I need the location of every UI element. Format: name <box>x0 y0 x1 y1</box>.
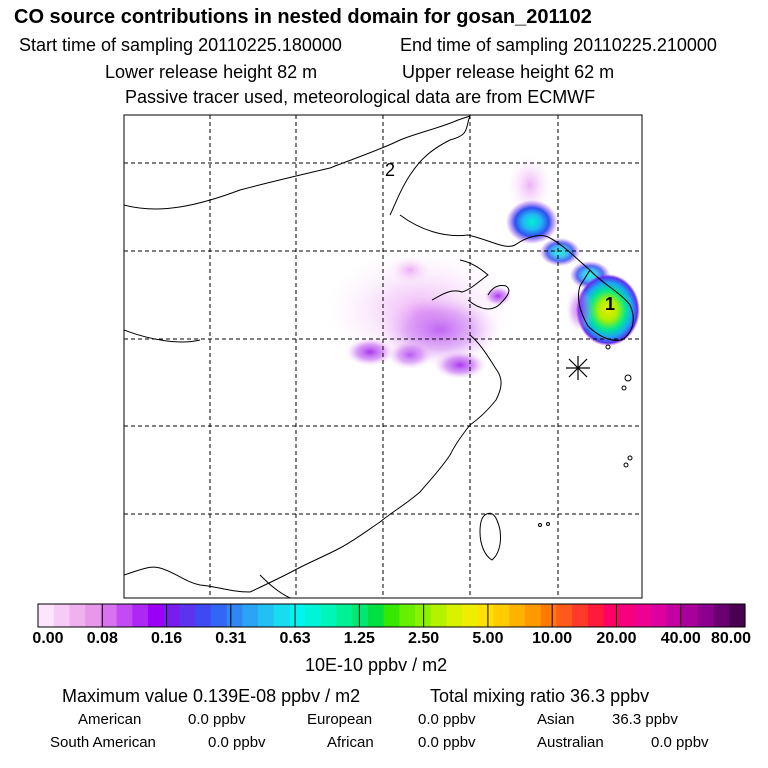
colorbar-swatch <box>587 604 605 627</box>
colorbar-tick-label: 0.16 <box>150 630 183 647</box>
colorbar-tick-label: 5.00 <box>472 630 504 647</box>
colorbar-swatch <box>540 604 558 627</box>
maximum-value: Maximum value 0.139E-08 ppbv / m2 <box>62 686 361 706</box>
colorbar-tick-label: 40.00 <box>660 630 701 647</box>
colorbar-swatch <box>713 604 730 627</box>
lower-release-height-label: Lower release height 82 m <box>105 62 318 82</box>
colorbar-swatch <box>289 604 306 627</box>
source-african-value: 0.0 ppbv <box>418 734 476 751</box>
colorbar-tick-label: 2.50 <box>408 630 440 647</box>
colorbar-swatch <box>367 604 385 627</box>
colorbar-swatch <box>556 604 573 627</box>
colorbar-swatch <box>666 604 683 627</box>
plot-title: CO source contributions in nested domain… <box>14 6 592 28</box>
start-time-label: Start time of sampling 20110225.180000 <box>19 35 342 55</box>
colorbar-swatch <box>210 604 228 627</box>
source-asian-label: Asian <box>537 711 575 728</box>
colorbar-swatch <box>147 604 165 627</box>
colorbar-swatch <box>352 604 369 627</box>
colorbar-swatch <box>85 604 102 627</box>
colorbar-tick-label: 0.63 <box>279 630 311 647</box>
colorbar-tick-label: 1.25 <box>343 630 375 647</box>
colorbar-swatch <box>399 604 416 627</box>
source-australian-value: 0.0 ppbv <box>651 734 709 751</box>
colorbar-swatch <box>273 604 290 627</box>
source-asian-value: 36.3 ppbv <box>612 711 678 728</box>
source-south-american-label: South American <box>50 734 156 751</box>
colorbar-swatch <box>650 604 668 627</box>
colorbar-swatch <box>320 604 338 627</box>
colorbar-swatch <box>336 604 353 627</box>
colorbar-swatch <box>242 604 259 627</box>
colorbar-tick-label: 10.00 <box>532 630 573 647</box>
passive-tracer-note: Passive tracer used, meteorological data… <box>125 87 596 107</box>
colorbar-tick-label: 80.00 <box>710 630 752 647</box>
total-mixing-ratio: Total mixing ratio 36.3 ppbv <box>430 686 650 706</box>
colorbar-outline <box>37 603 746 628</box>
colorbar-swatch <box>383 604 400 627</box>
colorbar-swatch <box>257 604 275 627</box>
asterisk-icon <box>566 356 590 380</box>
colorbar-swatch <box>603 604 620 627</box>
source-australian-label: Australian <box>537 734 604 751</box>
colorbar-swatch <box>477 604 495 627</box>
source-american-label: American <box>78 711 142 728</box>
colorbar-swatch <box>179 604 196 627</box>
colorbar-swatch <box>729 604 746 627</box>
colorbar-swatch <box>116 604 133 627</box>
colorbar-swatch <box>619 604 636 627</box>
colorbar-swatch <box>697 604 715 627</box>
colorbar-unit: 10E-10 ppbv / m2 <box>305 655 448 675</box>
colorbar-swatch <box>132 604 149 627</box>
colorbar-swatch <box>195 604 212 627</box>
colorbar-swatch <box>305 604 322 627</box>
colorbar <box>37 603 746 628</box>
colorbar-tick-label: 0.31 <box>215 630 247 647</box>
colorbar-swatch <box>430 604 448 627</box>
colorbar-swatch <box>53 604 71 627</box>
colorbar-tick-label: 20.00 <box>596 630 637 647</box>
colorbar-swatch <box>572 604 589 627</box>
end-time-label: End time of sampling 20110225.210000 <box>400 35 717 55</box>
colorbar-swatch <box>69 604 86 627</box>
colorbar-swatch <box>226 604 243 627</box>
source-african-label: African <box>327 734 374 751</box>
colorbar-swatch <box>100 604 118 627</box>
graticule <box>124 115 642 598</box>
receptor-marker-1: 1 <box>605 294 615 314</box>
colorbar-swatch <box>509 604 526 627</box>
colorbar-swatch <box>682 604 699 627</box>
colorbar-swatch <box>163 604 180 627</box>
source-european-label: European <box>307 711 373 728</box>
colorbar-swatch <box>38 604 55 627</box>
source-south-american-value: 0.0 ppbv <box>208 734 266 751</box>
colorbar-swatch <box>525 604 542 627</box>
colorbar-tick-label: 0.08 <box>86 630 118 647</box>
colorbar-swatch <box>446 604 463 627</box>
marker-2: 2 <box>385 160 395 180</box>
source-american-value: 0.0 ppbv <box>188 711 246 728</box>
colorbar-tick-label: 0.00 <box>32 630 64 647</box>
colorbar-swatch <box>493 604 510 627</box>
coastlines <box>124 115 634 598</box>
upper-release-height-label: Upper release height 62 m <box>402 62 615 82</box>
colorbar-swatch <box>462 604 479 627</box>
colorbar-swatch <box>635 604 652 627</box>
source-european-value: 0.0 ppbv <box>418 711 476 728</box>
